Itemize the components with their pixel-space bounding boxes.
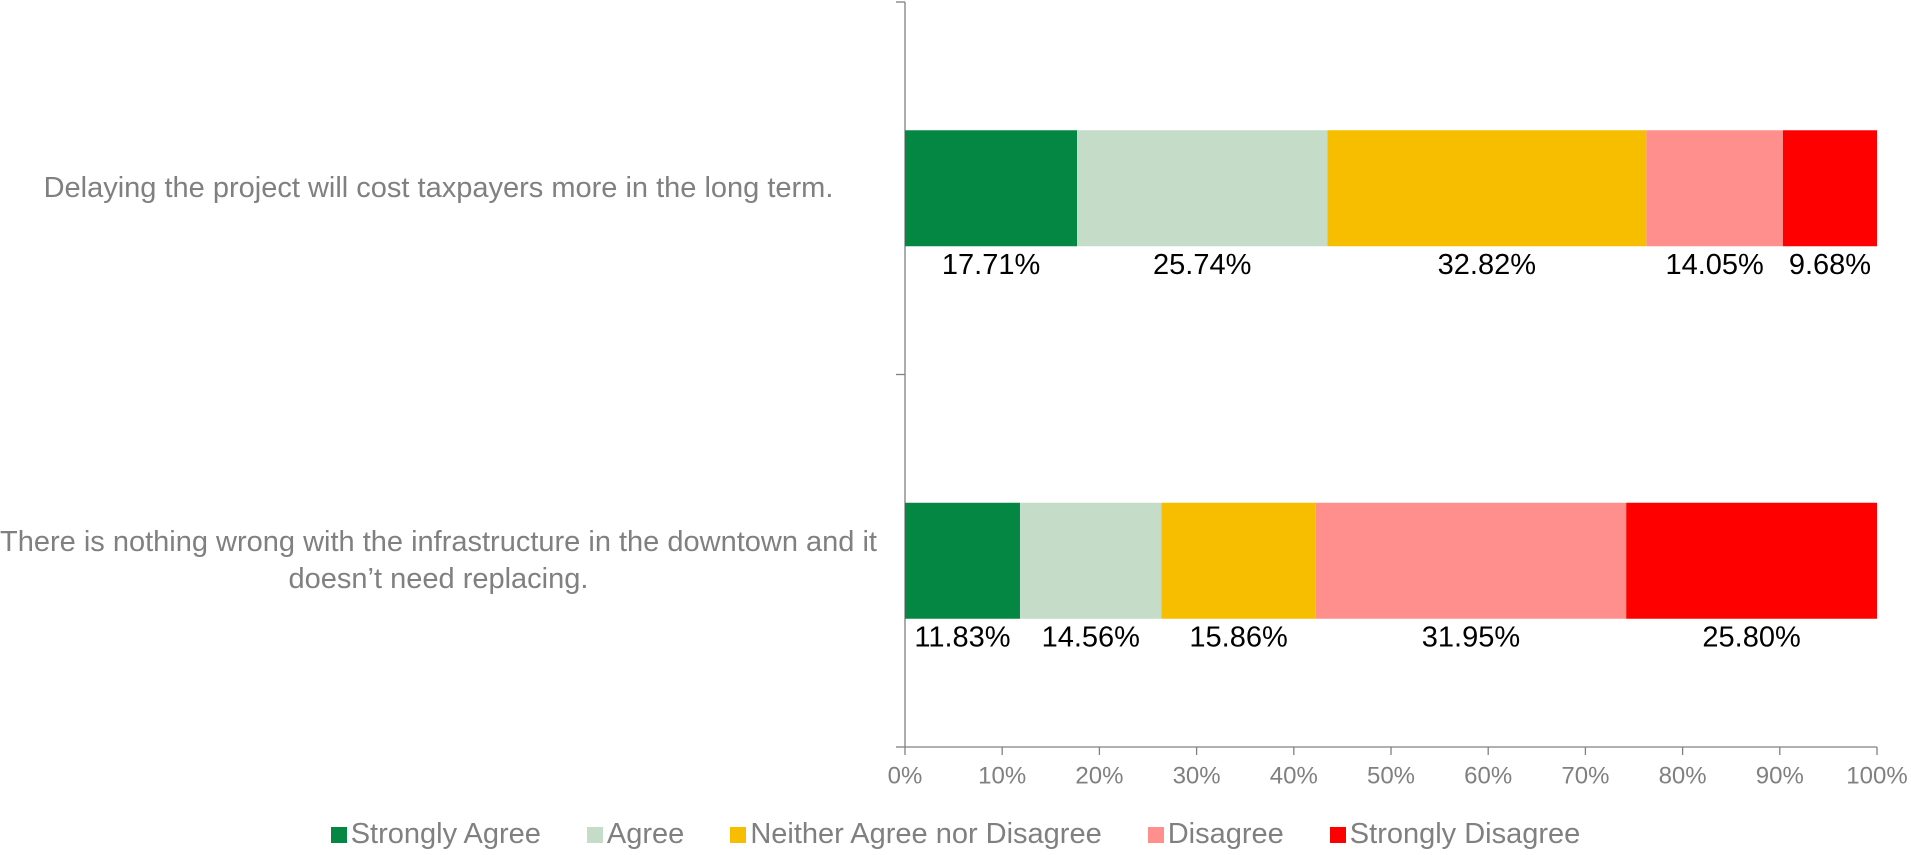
legend-swatch [586,826,603,843]
legend-item: Disagree [1147,818,1284,851]
x-tick-label: 60% [1464,762,1512,789]
legend-item: Strongly Disagree [1329,818,1581,851]
value-label: 9.68% [1789,249,1871,281]
bar-segment [1161,502,1316,619]
legend-label: Strongly Disagree [1349,818,1581,850]
x-tick-label: 100% [1846,762,1907,789]
legend-label: Disagree [1167,818,1284,850]
value-label: 25.74% [1153,249,1251,281]
legend-swatch [730,826,747,843]
value-label: 14.05% [1665,249,1763,281]
legend-label: Neither Agree nor Disagree [750,818,1102,850]
x-tick-label: 90% [1756,762,1804,789]
bar-segment [1019,502,1162,619]
legend-item: Neither Agree nor Disagree [730,818,1102,851]
legend: Strongly Agree Agree Neither Agree nor Dis… [0,818,1911,851]
value-label: 15.86% [1189,621,1287,653]
legend-item: Strongly Agree [330,818,541,851]
legend-swatch [1147,826,1164,843]
value-label: 11.83% [914,621,1010,653]
x-tick-label: 10% [978,762,1026,789]
value-label: 17.71% [942,249,1040,281]
value-label: 31.95% [1422,621,1520,653]
value-label: 14.56% [1042,621,1140,653]
x-tick-label: 0% [888,762,923,789]
bar-segment [1077,130,1328,247]
legend-swatch [1329,826,1346,843]
legend-item: Agree [586,818,685,851]
x-tick-label: 30% [1173,762,1221,789]
bar-segment [1626,502,1877,619]
x-tick-label: 50% [1367,762,1415,789]
category-label: Delaying the project will cost taxpayers… [43,171,834,204]
value-label: 25.80% [1702,621,1800,653]
bar-segment [1327,130,1647,247]
bar-segment [1646,130,1783,247]
value-label: 32.82% [1438,249,1536,281]
x-tick-label: 40% [1270,762,1318,789]
category-label: There is nothing wrong with the infrastr… [0,525,877,595]
x-tick-label: 70% [1561,762,1609,789]
legend-swatch [330,826,347,843]
x-tick-label: 80% [1659,762,1707,789]
bar-segment [905,502,1020,619]
legend-label: Agree [606,818,685,850]
x-tick-label: 20% [1075,762,1123,789]
bar-segment [905,130,1078,247]
legend-label: Strongly Agree [350,818,541,850]
bar-segment [1315,502,1627,619]
bar-segment [1782,130,1877,247]
